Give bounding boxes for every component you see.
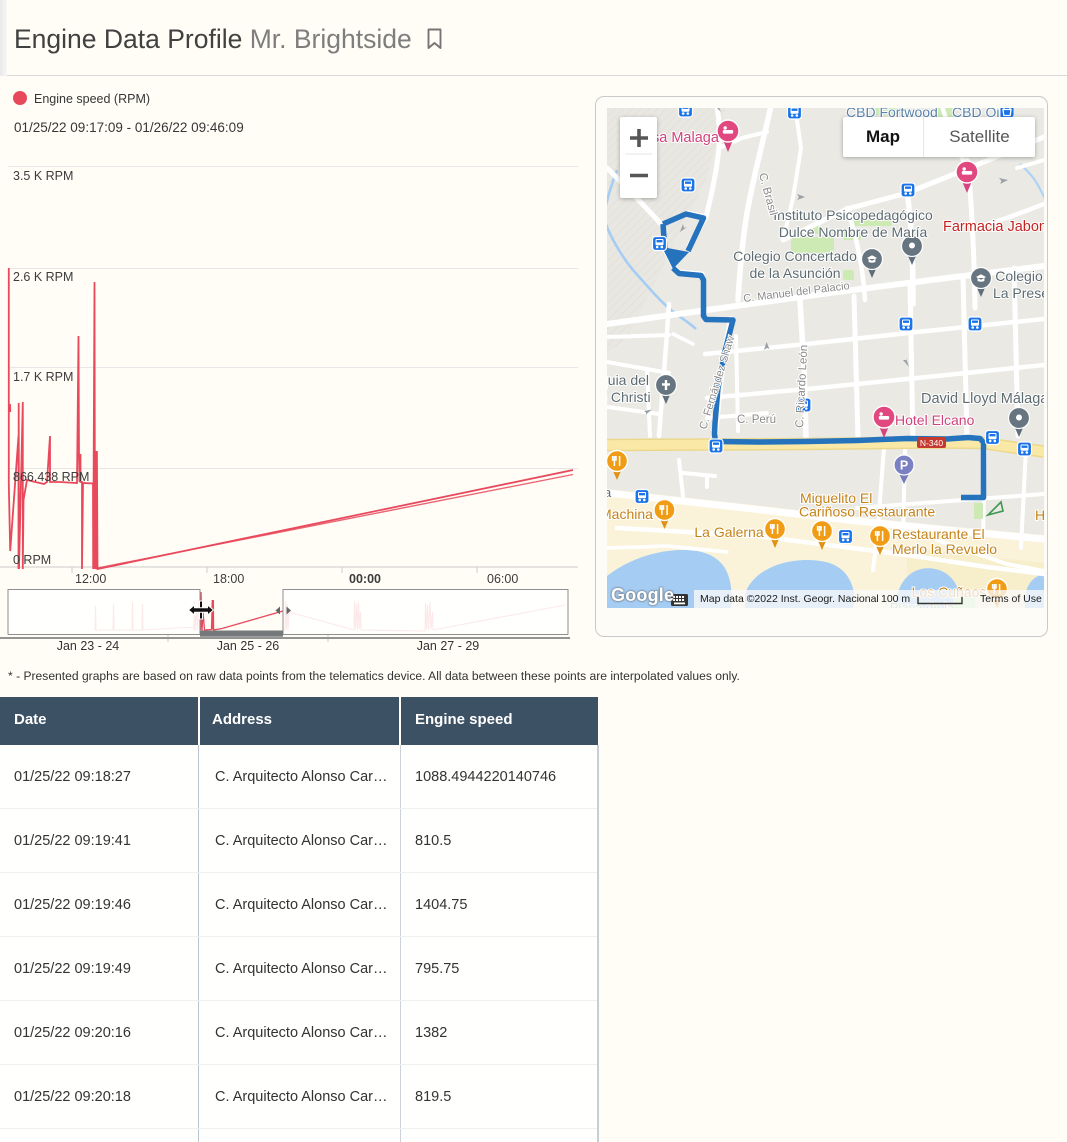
svg-text:Restaurante El: Restaurante El bbox=[892, 526, 985, 542]
svg-text:00:00: 00:00 bbox=[349, 572, 381, 586]
svg-text:Miguelito El: Miguelito El bbox=[800, 490, 872, 506]
svg-text:C. Perú: C. Perú bbox=[737, 414, 776, 426]
svg-text:2.6 K RPM: 2.6 K RPM bbox=[13, 270, 73, 284]
svg-text:Dulce Nombre de María: Dulce Nombre de María bbox=[779, 224, 928, 240]
svg-text:06:00: 06:00 bbox=[487, 572, 518, 586]
svg-text:Jan 27 - 29: Jan 27 - 29 bbox=[417, 639, 480, 653]
svg-text:1.7 K RPM: 1.7 K RPM bbox=[13, 370, 73, 384]
svg-text:Hc: Hc bbox=[1035, 507, 1044, 523]
svg-text:Merlo la Revuelo: Merlo la Revuelo bbox=[892, 541, 997, 557]
svg-text:Machina: Machina bbox=[607, 506, 653, 522]
svg-text:La Prese: La Prese bbox=[993, 285, 1044, 301]
svg-text:sa Malaga: sa Malaga bbox=[652, 130, 720, 146]
svg-text:quia del: quia del bbox=[607, 372, 649, 388]
svg-text:866.438 RPM: 866.438 RPM bbox=[13, 470, 89, 484]
svg-text:Farmacia Jabone: Farmacia Jabone bbox=[943, 219, 1044, 235]
svg-text:Cariñoso Restaurante: Cariñoso Restaurante bbox=[799, 504, 935, 520]
svg-text:Jan 23 - 24: Jan 23 - 24 bbox=[57, 639, 120, 653]
svg-text:a: a bbox=[607, 485, 612, 500]
svg-text:La Galerna: La Galerna bbox=[694, 524, 763, 540]
svg-text:Colegio Concertado: Colegio Concertado bbox=[733, 248, 857, 264]
svg-text:N-340: N-340 bbox=[920, 438, 943, 448]
svg-text:18:00: 18:00 bbox=[213, 572, 244, 586]
svg-text:Jan 25 - 26: Jan 25 - 26 bbox=[217, 639, 280, 653]
svg-text:de la Asunción: de la Asunción bbox=[749, 265, 840, 281]
svg-text:David Lloyd Málaga: David Lloyd Málaga bbox=[921, 391, 1044, 407]
svg-text:Colegio: Colegio bbox=[995, 268, 1043, 284]
svg-text:P: P bbox=[900, 459, 908, 473]
svg-text:Instituto Psicopedagógico: Instituto Psicopedagógico bbox=[773, 207, 933, 223]
svg-text:C. Ricardo León: C. Ricardo León bbox=[794, 345, 810, 429]
svg-text:Hotel Elcano: Hotel Elcano bbox=[895, 412, 975, 428]
svg-text:12:00: 12:00 bbox=[75, 572, 106, 586]
svg-text:s Christi: s Christi bbox=[607, 389, 651, 405]
svg-text:0 RPM: 0 RPM bbox=[13, 553, 51, 567]
svg-text:3.5 K RPM: 3.5 K RPM bbox=[13, 169, 73, 183]
